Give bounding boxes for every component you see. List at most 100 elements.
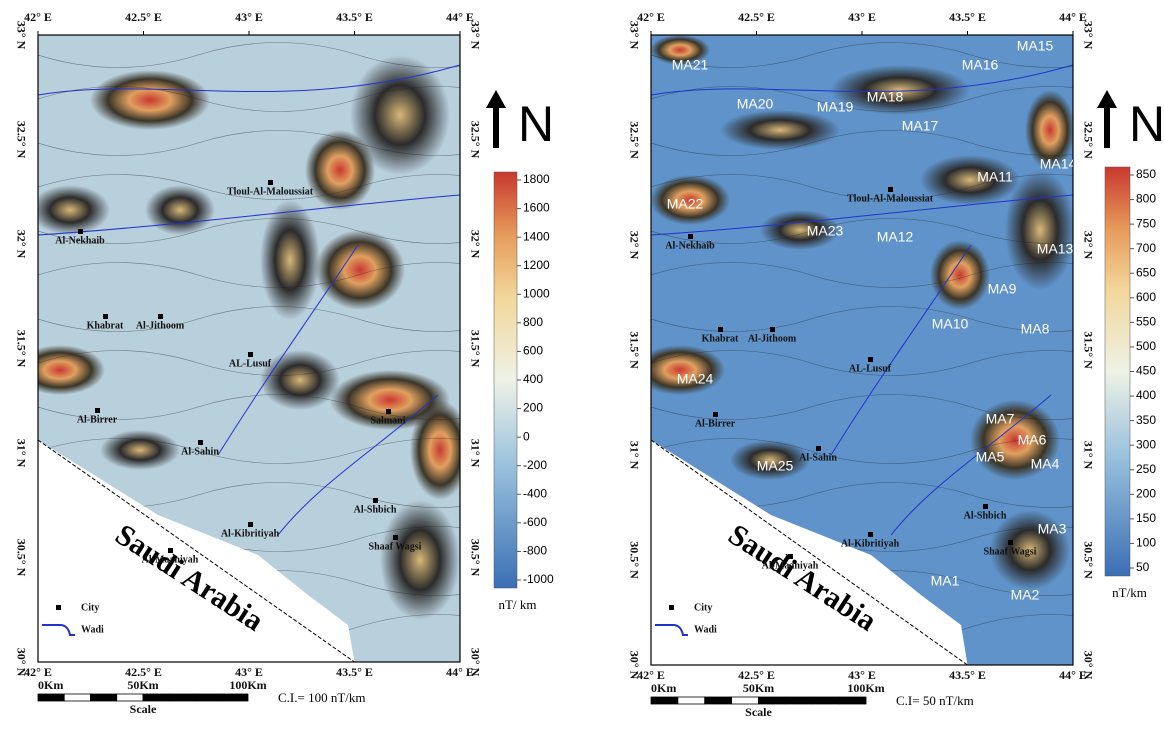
- lon-label: 42.5° E: [125, 665, 162, 679]
- contour: [38, 350, 460, 376]
- scale-label: 100Km: [229, 678, 266, 692]
- city-marker: [713, 412, 718, 417]
- contour: [38, 174, 460, 200]
- colorbar-label: 800: [523, 315, 543, 329]
- city-marker: [158, 314, 163, 319]
- city-marker: [248, 522, 253, 527]
- lon-label: 43.5° E: [949, 10, 986, 24]
- scale-label: 50Km: [743, 681, 774, 695]
- colorbar-label: 1200: [523, 258, 550, 272]
- city-label: Tloul-Al-Maloussiat: [847, 193, 934, 204]
- lon-label: 43.5° E: [949, 668, 986, 682]
- colorbar-label: -800: [523, 544, 547, 558]
- anomaly-shade: [305, 130, 375, 210]
- map: [38, 35, 460, 662]
- wadi: [890, 394, 1052, 536]
- contour: [38, 218, 460, 244]
- anomaly-label: MA8: [1021, 321, 1050, 337]
- lon-label: 42° E: [637, 10, 665, 24]
- anomaly-shade: [260, 200, 320, 320]
- lat-label: 31.5° N: [1081, 331, 1095, 369]
- anomaly-label: MA7: [986, 411, 1015, 427]
- lon-label: 43° E: [848, 668, 876, 682]
- lon-label: 43° E: [235, 665, 263, 679]
- colorbar-unit: nT/ km: [499, 597, 537, 612]
- lon-label: 43.5° E: [336, 665, 373, 679]
- colorbar-label: -1000: [523, 572, 554, 586]
- colorbar: [493, 171, 518, 589]
- lat-label: 30.5° N: [468, 539, 482, 577]
- lon-label: 42.5° E: [738, 668, 775, 682]
- contour: [651, 130, 1073, 156]
- colorbar-label: 650: [1136, 265, 1156, 279]
- city-label: Al-Kibritiyah: [841, 538, 900, 549]
- city-label: Al-Jithoom: [136, 320, 185, 331]
- city-label: Al-Jithoom: [748, 333, 797, 344]
- lat-label: 33° N: [627, 21, 641, 50]
- contour: [651, 306, 1073, 332]
- anomaly-label: MA6: [1018, 432, 1047, 448]
- colorbar-label: 300: [1136, 437, 1156, 451]
- city-label: Al-Nekhaib: [55, 235, 105, 246]
- city-label: Khabrat: [702, 333, 739, 344]
- anomaly-label: MA9: [988, 281, 1017, 297]
- colorbar-label: 100: [1136, 536, 1156, 550]
- lon-label: 44° E: [1059, 10, 1087, 24]
- wadi: [217, 244, 359, 456]
- lon-label: 42.5° E: [738, 10, 775, 24]
- lat-label: 31.5° N: [14, 330, 28, 368]
- contour: [651, 350, 1073, 376]
- scale-title: Scale: [745, 705, 772, 719]
- lon-label: 44° E: [446, 10, 474, 24]
- scale-segment: [142, 693, 170, 702]
- anomaly-shade: [410, 400, 460, 500]
- contour-interval: C.I= 50 nT/km: [896, 693, 974, 708]
- legend-label: City: [694, 602, 712, 613]
- colorbar-label: 750: [1136, 216, 1156, 230]
- anomaly-shade: [930, 240, 990, 310]
- colorbar: [1104, 166, 1131, 577]
- lat-label: 32.5° N: [627, 121, 641, 159]
- north-arrow: [1097, 90, 1117, 148]
- city-marker: [868, 532, 873, 537]
- colorbar-label: -600: [523, 515, 547, 529]
- colorbar-label: -200: [523, 458, 547, 472]
- map: [651, 35, 1073, 665]
- scale-segment: [784, 696, 813, 705]
- scale-label: 0Km: [651, 681, 676, 695]
- anomaly-label: MA18: [867, 89, 904, 105]
- colorbar-label: 0: [523, 429, 530, 443]
- scale-segment: [811, 696, 840, 705]
- city-label: Shaaf Wagsi: [369, 541, 422, 552]
- anomaly-shade: [100, 430, 180, 470]
- anomaly-label: MA3: [1038, 521, 1067, 537]
- scale-segment: [90, 693, 118, 702]
- colorbar-label: 800: [1136, 192, 1156, 206]
- anomaly-label: MA12: [877, 229, 914, 245]
- colorbar-label: 50: [1136, 560, 1150, 574]
- contour: [38, 306, 460, 332]
- lat-label: 33° N: [468, 21, 482, 50]
- contour: [651, 262, 1073, 288]
- scale-segment: [677, 696, 706, 705]
- colorbar-unit: nT/km: [1112, 585, 1147, 600]
- border-line: [38, 439, 355, 662]
- anomaly-shade: [920, 155, 1020, 205]
- colorbar-label: 850: [1136, 167, 1156, 181]
- city-marker: [788, 554, 793, 559]
- city-marker: [373, 498, 378, 503]
- colorbar-label: 1400: [523, 229, 550, 243]
- anomaly-shade: [651, 35, 710, 65]
- scale-segment: [168, 693, 196, 702]
- contour: [38, 130, 460, 156]
- north-label: N: [518, 96, 554, 152]
- contour: [651, 218, 1073, 244]
- city-marker: [103, 314, 108, 319]
- scale-label: 0Km: [38, 678, 63, 692]
- anomaly-shade: [145, 185, 215, 235]
- city-label: Tloul-Al-Maloussiat: [227, 186, 314, 197]
- colorbar-label: 350: [1136, 413, 1156, 427]
- lat-label: 31.5° N: [627, 331, 641, 369]
- lat-label: 31° N: [1081, 441, 1095, 470]
